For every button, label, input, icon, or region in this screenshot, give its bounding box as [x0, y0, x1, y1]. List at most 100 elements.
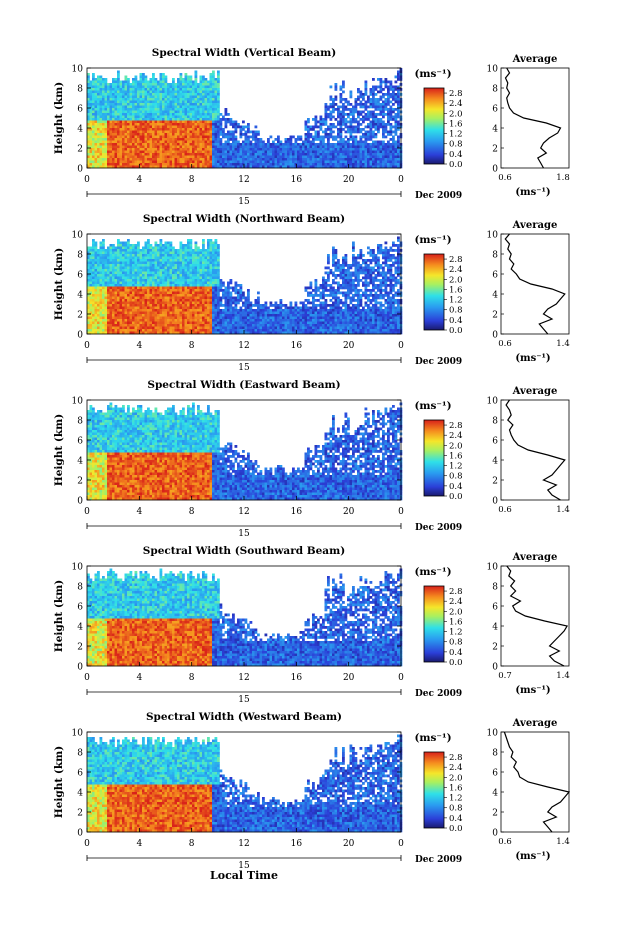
colorbar-tick-label: 0.8 — [449, 638, 463, 648]
colorbar-tick-label: 1.6 — [449, 285, 463, 295]
profile-y-tick-label: 10 — [487, 231, 499, 241]
colorbar — [423, 751, 445, 829]
date-mark: 15 — [238, 695, 250, 705]
panel-1: Spectral Width (Northward Beam) Height (k… — [53, 213, 570, 373]
profile-x-tick-label: 0.6 — [498, 505, 512, 515]
y-tick-label: 10 — [72, 231, 84, 241]
colorbar-tick-label: 1.6 — [449, 119, 463, 129]
x-tick-label: 4 — [136, 673, 142, 683]
profile-y-tick-label: 0 — [492, 663, 498, 673]
date-label: Dec 2009 — [415, 191, 462, 201]
y-axis-label: Height (km) — [53, 414, 65, 486]
profile-y-tick-label: 10 — [487, 397, 499, 407]
x-tick-label: 20 — [343, 673, 355, 683]
x-tick-label: 12 — [238, 175, 249, 185]
profile-y-tick-label: 0 — [492, 331, 498, 341]
profile-y-tick-label: 4 — [492, 125, 498, 135]
colorbar-tick-label: 0.0 — [449, 160, 463, 170]
profile-y-tick-label: 2 — [492, 311, 498, 321]
y-tick-label: 6 — [77, 769, 83, 779]
profile-y-tick-label: 0 — [492, 497, 498, 507]
x-tick-label: 0 — [84, 341, 90, 351]
x-tick-label: 0 — [84, 507, 90, 517]
colorbar-tick-label: 0.0 — [449, 492, 463, 502]
profile-title: Average — [512, 552, 558, 563]
colorbar-tick-label: 2.4 — [449, 265, 463, 275]
profile-y-tick-label: 6 — [492, 769, 498, 779]
profile-y-tick-label: 10 — [487, 563, 499, 573]
colorbar-tick-label: 0.4 — [449, 316, 463, 326]
y-tick-label: 4 — [77, 125, 83, 135]
y-tick-label: 0 — [77, 331, 83, 341]
colorbar-tick-label: 0.4 — [449, 482, 463, 492]
colorbar-tick-label: 0.4 — [449, 648, 463, 658]
x-tick-label: 20 — [343, 507, 355, 517]
profile-x-tick-label: 1.4 — [556, 671, 570, 681]
heatmap-cells — [87, 568, 403, 667]
y-tick-label: 2 — [77, 311, 83, 321]
profile-frame — [500, 233, 570, 335]
profile-x-label: (ms⁻¹) — [515, 685, 550, 696]
y-tick-label: 4 — [77, 789, 83, 799]
y-axis-label: Height (km) — [53, 580, 65, 652]
profile-y-tick-label: 4 — [492, 291, 498, 301]
panel-2: Spectral Width (Eastward Beam) Height (km… — [53, 379, 570, 539]
colorbar-tick-label: 2.0 — [449, 441, 463, 451]
colorbar-tick-label: 1.6 — [449, 617, 463, 627]
profile-y-tick-label: 8 — [492, 251, 498, 261]
colorbar-tick-label: 0.0 — [449, 824, 463, 834]
x-tick-label: 8 — [189, 507, 195, 517]
panel-title: Spectral Width (Northward Beam) — [143, 213, 345, 225]
y-tick-label: 0 — [77, 497, 83, 507]
profile-y-tick-label: 6 — [492, 603, 498, 613]
profile-y-tick-label: 4 — [492, 789, 498, 799]
panel-title: Spectral Width (Westward Beam) — [146, 711, 342, 723]
x-tick-label: 16 — [291, 341, 303, 351]
colorbar-tick-label: 1.6 — [449, 451, 463, 461]
x-tick-label: 16 — [291, 507, 303, 517]
colorbar — [423, 585, 445, 663]
x-tick-label: 12 — [238, 673, 249, 683]
y-tick-label: 8 — [77, 583, 83, 593]
profile-line — [505, 399, 566, 501]
profile-frame — [500, 67, 570, 169]
x-tick-label: 0 — [398, 341, 404, 351]
colorbar-tick-label: 0.0 — [449, 658, 463, 668]
colorbar-tick-label: 0.8 — [449, 472, 463, 482]
colorbar-tick-label: 2.4 — [449, 99, 463, 109]
y-tick-label: 4 — [77, 291, 83, 301]
colorbar-unit: (ms⁻¹) — [414, 566, 451, 578]
x-tick-label: 8 — [189, 673, 195, 683]
y-tick-label: 2 — [77, 809, 83, 819]
y-tick-label: 4 — [77, 623, 83, 633]
date-label: Dec 2009 — [415, 855, 462, 865]
profile-x-tick-label: 1.4 — [556, 339, 570, 349]
x-tick-label: 0 — [84, 839, 90, 849]
x-tick-label: 0 — [398, 507, 404, 517]
x-tick-label: 0 — [398, 175, 404, 185]
y-tick-label: 0 — [77, 165, 83, 175]
colorbar-unit: (ms⁻¹) — [414, 234, 451, 246]
panel-title: Spectral Width (Vertical Beam) — [152, 47, 336, 59]
colorbar-tick-label: 2.0 — [449, 109, 463, 119]
colorbar — [423, 253, 445, 331]
colorbar-tick-label: 2.4 — [449, 597, 463, 607]
y-tick-label: 2 — [77, 145, 83, 155]
profile-line — [504, 233, 566, 335]
y-tick-label: 0 — [77, 663, 83, 673]
profile-y-tick-label: 2 — [492, 809, 498, 819]
profile-x-label: (ms⁻¹) — [515, 187, 550, 198]
y-tick-label: 4 — [77, 457, 83, 467]
heatmap-cells — [87, 402, 403, 501]
profile-y-tick-label: 8 — [492, 749, 498, 759]
profile-y-tick-label: 0 — [492, 165, 498, 175]
y-tick-label: 10 — [72, 65, 84, 75]
colorbar-tick-label: 1.6 — [449, 783, 463, 793]
colorbar-tick-label: 2.4 — [449, 431, 463, 441]
x-tick-label: 4 — [136, 839, 142, 849]
profile-title: Average — [512, 386, 558, 397]
colorbar-tick-label: 1.2 — [449, 628, 463, 638]
x-tick-label: 4 — [136, 175, 142, 185]
x-tick-label: 16 — [291, 673, 303, 683]
